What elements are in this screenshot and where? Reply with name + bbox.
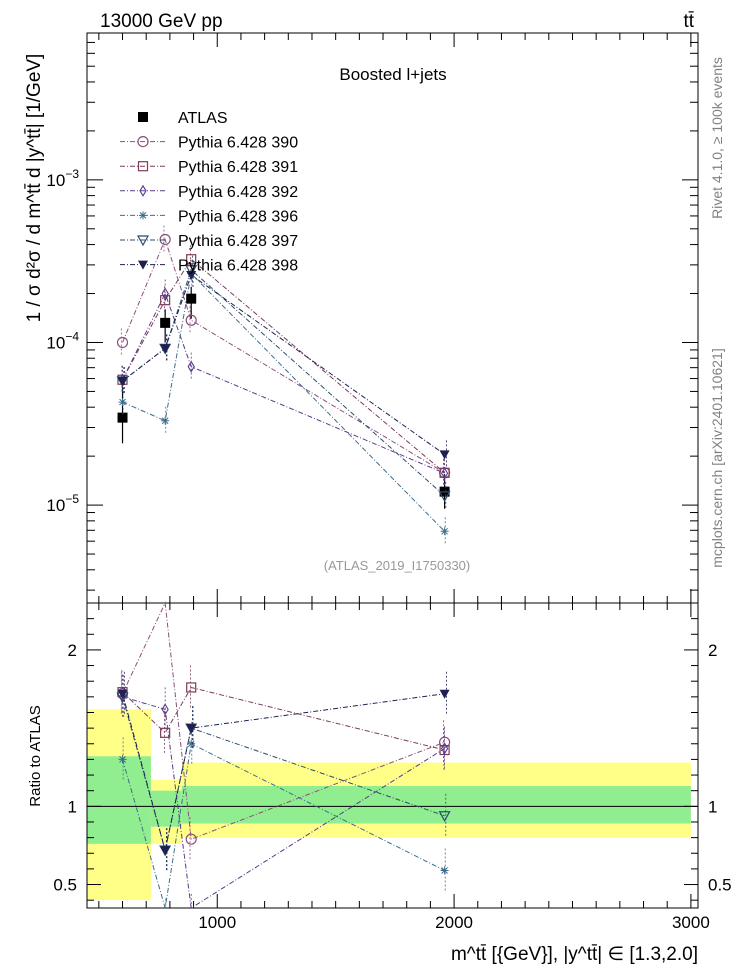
point-atlas xyxy=(160,317,171,328)
legend-entry: Pythia 6.428 398 xyxy=(178,258,298,275)
ratio-point-397 xyxy=(438,811,451,822)
uncertainty-band-green-2 xyxy=(181,786,691,824)
legend: ATLAS Pythia 6.428 390 Pythia 6.428 391 Pyt… xyxy=(120,110,298,275)
ratio-point-392 xyxy=(161,703,169,716)
point-396 xyxy=(161,416,170,425)
legend-entry: Pythia 6.428 392 xyxy=(178,184,298,201)
point-398 xyxy=(186,270,197,280)
point-396 xyxy=(440,527,449,536)
mcplots-label: mcplots.cern.ch [arXiv:2401.10621] xyxy=(709,348,725,567)
ratio-y-tick-label: 1 xyxy=(68,797,77,816)
point-atlas xyxy=(117,412,128,423)
series-line-main-396 xyxy=(122,272,445,532)
point-398 xyxy=(160,344,171,354)
ratio-y-tick-label-right: 0.5 xyxy=(708,876,732,895)
point-392 xyxy=(161,287,169,300)
x-tick-label: 2000 xyxy=(435,913,473,932)
ratio-point-396 xyxy=(440,866,449,875)
axes: 1000 2000 3000 10−5 10−4 10−3 0.5 0.5 1 1 2 2 xyxy=(46,32,732,932)
analysis-watermark: (ATLAS_2019_I1750330) xyxy=(324,558,470,573)
ratio-bands xyxy=(87,709,698,901)
legend-marker xyxy=(138,112,148,122)
series-line-main-391 xyxy=(122,258,445,474)
main-y-tick-label: 10−5 xyxy=(46,492,79,515)
point-390 xyxy=(185,314,197,326)
ratio-y-tick-label: 2 xyxy=(68,641,77,660)
series-line-ratio-398 xyxy=(122,693,445,851)
ratio-point-396 xyxy=(118,755,127,764)
legend-marker xyxy=(138,260,148,270)
ratio-panel-frame xyxy=(86,602,699,909)
ratio-point-398 xyxy=(117,689,128,699)
point-390 xyxy=(159,233,171,246)
main-y-tick-label: 10−4 xyxy=(46,329,79,352)
series-line-main-392 xyxy=(122,292,445,474)
legend-entry: Pythia 6.428 397 xyxy=(178,233,298,250)
point-398 xyxy=(439,450,450,460)
series-line-ratio-390 xyxy=(122,601,445,840)
point-392 xyxy=(187,360,195,373)
point-391 xyxy=(186,254,197,265)
legend-marker xyxy=(137,161,149,172)
ratio-y-tick-label-right: 1 xyxy=(708,797,717,816)
legend-entry: Pythia 6.428 390 xyxy=(178,135,298,152)
point-390 xyxy=(116,336,129,349)
point-397 xyxy=(438,491,451,503)
series-line-main-398 xyxy=(122,274,445,455)
series-line-ratio-396 xyxy=(122,743,445,909)
x-tick-label: 3000 xyxy=(672,913,710,932)
legend-entry: Pythia 6.428 396 xyxy=(178,208,298,225)
x-axis-label: m^tt̄ [{GeV}], |y^tt̄| ∈ [1.3,2.0] xyxy=(451,944,698,965)
legend-entry: ATLAS xyxy=(178,110,228,127)
ratio-y-axis-label: Ratio to ATLAS xyxy=(27,705,44,806)
ratio-point-398 xyxy=(186,724,197,734)
rivet-label: Rivet 4.1.0, ≥ 100k events xyxy=(709,57,725,219)
ratio-point-391 xyxy=(186,682,197,693)
series-lines xyxy=(122,238,445,909)
ratio-point-392 xyxy=(440,742,449,755)
ratio-point-398 xyxy=(439,689,450,699)
header-right: tt̄ xyxy=(683,11,694,32)
main-y-axis-label: 1 / σ d²σ / d m^tt̄ d |y^tt̄| [1/GeV] xyxy=(24,54,45,323)
point-392 xyxy=(440,467,449,480)
ratio-point-398 xyxy=(160,846,171,856)
legend-marker xyxy=(136,235,150,247)
series-line-main-397 xyxy=(122,268,445,497)
plot-title: Boosted l+jets xyxy=(339,65,446,84)
point-398 xyxy=(117,376,128,386)
legend-entry: Pythia 6.428 391 xyxy=(178,159,298,176)
point-atlas xyxy=(186,293,197,304)
series-line-ratio-392 xyxy=(122,696,445,909)
ratio-y-tick-label-right: 2 xyxy=(708,641,717,660)
legend-marker xyxy=(139,211,147,220)
ratio-point-390 xyxy=(185,833,197,845)
legend-marker xyxy=(139,184,147,197)
ratio-point-396 xyxy=(187,739,196,748)
x-tick-label: 1000 xyxy=(198,913,236,932)
series-line-ratio-391 xyxy=(122,686,445,751)
header-left: 13000 GeV pp xyxy=(100,11,223,32)
ratio-y-tick-label: 0.5 xyxy=(53,876,77,895)
point-397 xyxy=(185,265,198,276)
uncertainty-band-green-0 xyxy=(87,756,151,844)
main-y-tick-label: 10−3 xyxy=(46,167,79,190)
legend-marker xyxy=(137,136,149,148)
series-markers xyxy=(116,225,451,908)
point-396 xyxy=(118,398,127,407)
